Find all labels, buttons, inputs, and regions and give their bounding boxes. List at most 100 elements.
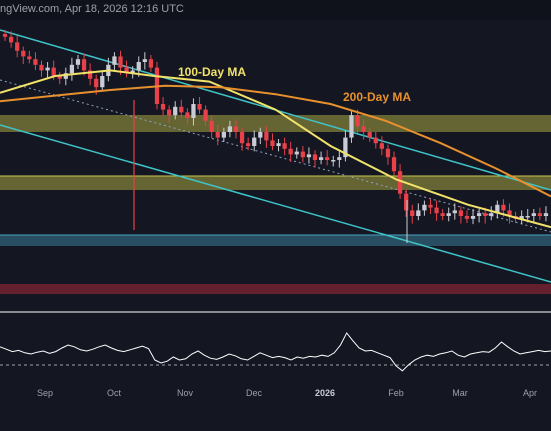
candle-body — [446, 213, 451, 216]
candle-body — [391, 157, 397, 172]
candle-body — [246, 143, 251, 146]
moving-averages-layer — [0, 69, 551, 229]
red-zone — [0, 284, 551, 294]
candle-body — [130, 70, 135, 74]
candle-body — [203, 109, 208, 121]
x-tick-label: Apr — [523, 388, 537, 398]
x-tick-label: Oct — [107, 388, 122, 398]
candle-body — [142, 59, 147, 62]
candle-body — [537, 213, 543, 216]
channel-lower-line — [0, 124, 551, 283]
ma100-label: 100-Day MA — [178, 65, 246, 79]
candle-body — [355, 115, 360, 127]
candle-body — [167, 109, 172, 116]
candle-body — [69, 64, 75, 74]
candle-body — [227, 126, 233, 132]
candle-body — [349, 115, 354, 138]
candle-body — [75, 59, 81, 65]
candle-body — [507, 210, 512, 216]
candle-body — [8, 36, 14, 43]
candle-body — [45, 67, 50, 71]
candle-body — [470, 216, 476, 219]
x-axis-bg — [0, 390, 551, 431]
candle-body — [209, 120, 214, 132]
candle-body — [501, 204, 506, 211]
candle-body — [57, 76, 62, 79]
ma200-line — [0, 84, 551, 198]
header-attribution: ngView.com, Apr 18, 2026 12:16 UTC — [0, 3, 184, 15]
candle-body — [452, 210, 457, 214]
candle-body — [343, 137, 348, 158]
x-tick-label: Feb — [388, 388, 404, 398]
candle-body — [531, 213, 536, 216]
candle-body — [434, 207, 439, 214]
candle-body — [276, 143, 281, 146]
candle-body — [367, 132, 372, 138]
candle-body — [428, 204, 433, 208]
candle-body — [318, 157, 324, 160]
candle-body — [124, 67, 129, 74]
candle-body — [233, 126, 239, 132]
candle-body — [173, 106, 178, 116]
candle-body — [458, 210, 463, 216]
candle-body — [160, 104, 166, 110]
candle-body — [21, 50, 26, 57]
candle-body — [312, 154, 318, 160]
labels-layer: 100-Day MA 200-Day MA — [178, 65, 411, 104]
candle-body — [221, 132, 226, 138]
zones-layer — [0, 115, 551, 294]
candle-body — [422, 204, 427, 211]
x-axis: Sep Oct Nov Dec 2026 Feb Mar Apr — [0, 388, 551, 431]
x-tick-label: Dec — [246, 388, 263, 398]
candle-body — [543, 213, 549, 216]
candle-body — [331, 160, 336, 162]
candle-body — [215, 132, 220, 138]
candle-body — [404, 193, 409, 211]
candle-body — [416, 210, 421, 216]
candle-body — [300, 151, 305, 158]
candle-body — [252, 137, 257, 146]
candle-body — [94, 78, 99, 88]
candle-body — [519, 216, 524, 219]
channel-mid-line — [0, 79, 551, 233]
candle-body — [270, 140, 275, 146]
candle-body — [63, 73, 68, 79]
candle-body — [483, 213, 488, 216]
candle-body — [197, 104, 202, 110]
candle-body — [112, 56, 117, 65]
candle-body — [294, 151, 299, 155]
candle-body — [239, 132, 245, 144]
resistance-zone-lower — [0, 176, 551, 190]
support-zone — [0, 235, 551, 246]
x-tick-label: 2026 — [315, 388, 335, 398]
candle-body — [464, 216, 470, 219]
candle-body — [81, 59, 87, 71]
candle-body — [495, 204, 500, 214]
candle-body — [525, 216, 530, 218]
candle-body — [39, 64, 44, 71]
candle-body — [288, 148, 293, 155]
candle-body — [136, 62, 141, 71]
candle-body — [88, 70, 93, 79]
resistance-zone-upper — [0, 115, 551, 132]
candle-body — [118, 56, 123, 68]
candle-body — [2, 34, 8, 37]
candle-body — [325, 157, 330, 160]
x-tick-label: Nov — [177, 388, 194, 398]
candle-body — [148, 59, 154, 68]
rsi-line — [0, 332, 551, 372]
candle-body — [476, 213, 482, 216]
candle-body — [100, 76, 105, 88]
candle-body — [258, 132, 263, 138]
candle-body — [27, 56, 32, 60]
candle-body — [489, 213, 494, 216]
candle-body — [410, 210, 415, 216]
candle-body — [191, 104, 196, 118]
candle-body — [15, 42, 20, 51]
candle-body — [379, 143, 384, 149]
candle-body — [385, 148, 391, 158]
candle-body — [51, 67, 56, 76]
candle-body — [373, 137, 378, 144]
